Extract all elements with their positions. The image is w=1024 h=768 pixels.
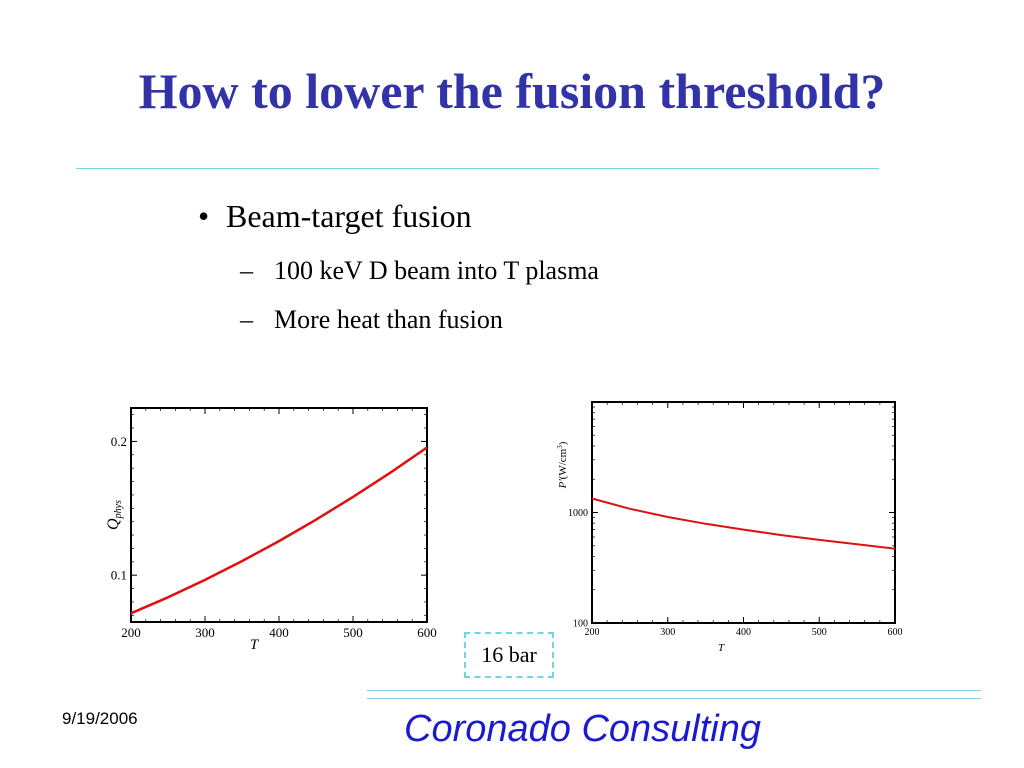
footer-divider	[367, 698, 981, 699]
x-axis-label: T	[718, 642, 725, 654]
y-tick-label: 1000	[568, 508, 588, 519]
x-axis-label: T	[250, 637, 260, 653]
x-tick-label: 300	[660, 627, 675, 638]
y-tick-label: 0.2	[111, 434, 127, 449]
plot-frame	[591, 401, 896, 624]
sub-bullet-item: – More heat than fusion	[240, 305, 503, 335]
chart-power: 200 300 400 500 600 100 1000 T P'(W/cm3)	[556, 401, 903, 654]
pressure-callout: 16 bar	[464, 632, 554, 678]
series-line	[130, 446, 428, 615]
x-tick-label: 300	[195, 625, 215, 640]
x-tick-label: 200	[585, 627, 600, 638]
title-divider	[76, 168, 879, 169]
y-axis-label-sub: phys	[113, 500, 124, 519]
svg-text:Qphys: Qphys	[105, 500, 124, 530]
sub-bullet-text: More heat than fusion	[274, 305, 503, 334]
y-axis-label-sup: 3	[556, 445, 564, 449]
bullet-item: • Beam-target fusion	[198, 198, 472, 235]
slide-date: 9/19/2006	[62, 709, 138, 728]
y-axis-label: Qphys	[105, 500, 124, 530]
svg-text:P'(W/cm3): P'(W/cm3)	[556, 441, 569, 489]
y-axis-label-close: )	[557, 441, 569, 445]
footer-divider	[367, 690, 981, 691]
company-name: Coronado Consulting	[404, 708, 762, 750]
y-axis-label-units: (W/cm	[557, 448, 569, 479]
x-tick-label: 600	[888, 627, 903, 638]
sub-bullet-marker: –	[240, 305, 253, 334]
sub-bullet-item: –100 keV D beam into T plasma	[240, 256, 599, 286]
x-tick-label: 200	[121, 625, 141, 640]
y-axis-label: P'(W/cm3)	[556, 441, 569, 489]
x-tick-label: 400	[269, 625, 289, 640]
bullet-text: Beam-target fusion	[226, 198, 472, 234]
y-tick-label: 100	[573, 619, 588, 630]
series-line	[591, 497, 896, 550]
sub-bullet-marker: –	[240, 256, 253, 285]
sub-bullet-text: 100 keV D beam into T plasma	[274, 256, 599, 285]
x-tick-label: 600	[417, 625, 437, 640]
x-tick-label: 400	[736, 627, 751, 638]
plot-frame	[130, 407, 428, 623]
bullet-marker: •	[198, 198, 210, 234]
chart-qphys: 200 300 400 500 600 0.1 0.2 T Qphys	[105, 407, 437, 653]
y-tick-label: 0.1	[111, 568, 127, 583]
slide-title: How to lower the fusion threshold?	[138, 63, 886, 119]
x-tick-label: 500	[343, 625, 363, 640]
y-axis-label-main: P'	[557, 479, 569, 490]
y-axis-label-main: Q	[105, 518, 122, 530]
callout-text: 16 bar	[481, 642, 537, 667]
x-tick-label: 500	[812, 627, 827, 638]
